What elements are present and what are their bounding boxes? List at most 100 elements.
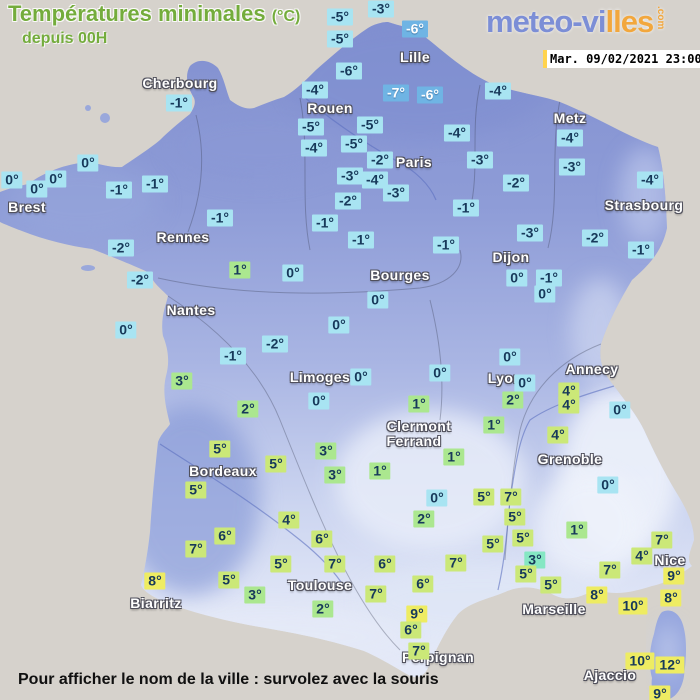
temp-label[interactable]: -4° [361, 171, 389, 189]
temp-label[interactable]: 0° [429, 364, 451, 382]
temp-label[interactable]: -3° [516, 224, 544, 242]
temp-label[interactable]: 0° [367, 291, 389, 309]
temp-label[interactable]: -4° [301, 81, 329, 99]
temp-label[interactable]: 5° [218, 571, 240, 589]
temp-label[interactable]: 0° [597, 476, 619, 494]
temp-label[interactable]: 10° [625, 652, 655, 670]
temp-label[interactable]: 3° [171, 372, 193, 390]
temp-label[interactable]: 5° [265, 455, 287, 473]
temp-label[interactable]: -2° [261, 335, 289, 353]
temp-label[interactable]: 0° [282, 264, 304, 282]
temp-label[interactable]: 8° [660, 589, 682, 607]
temp-label[interactable]: 4° [558, 396, 580, 414]
temp-label[interactable]: -5° [356, 116, 384, 134]
temp-label[interactable]: -1° [627, 241, 655, 259]
temp-label[interactable]: 0° [350, 368, 372, 386]
temp-label[interactable]: -5° [297, 118, 325, 136]
temp-label[interactable]: -2° [366, 151, 394, 169]
temp-label[interactable]: 1° [369, 462, 391, 480]
temp-label[interactable]: -1° [311, 214, 339, 232]
temp-label[interactable]: 7° [445, 554, 467, 572]
temp-label[interactable]: 6° [412, 575, 434, 593]
temp-label[interactable]: -1° [165, 94, 193, 112]
temp-label[interactable]: -5° [326, 30, 354, 48]
temp-label[interactable]: -4° [636, 171, 664, 189]
temp-label[interactable]: -1° [452, 199, 480, 217]
temp-label[interactable]: 1° [566, 521, 588, 539]
temp-label[interactable]: 1° [443, 448, 465, 466]
temp-label[interactable]: 3° [315, 442, 337, 460]
temp-label[interactable]: 5° [185, 481, 207, 499]
temp-label[interactable]: 0° [45, 170, 67, 188]
temp-label[interactable]: 0° [115, 321, 137, 339]
temp-label[interactable]: 6° [214, 527, 236, 545]
temp-label[interactable]: 5° [512, 529, 534, 547]
temp-label[interactable]: 5° [515, 565, 537, 583]
temp-label[interactable]: -3° [367, 0, 395, 18]
temp-label[interactable]: -1° [347, 231, 375, 249]
temp-label[interactable]: -5° [340, 135, 368, 153]
temp-label[interactable]: 0° [426, 489, 448, 507]
temp-label[interactable]: -3° [382, 184, 410, 202]
temp-label[interactable]: 0° [514, 374, 536, 392]
temp-label[interactable]: 0° [506, 269, 528, 287]
temp-label[interactable]: 12° [655, 656, 685, 674]
temp-label[interactable]: 2° [237, 400, 259, 418]
temp-label[interactable]: 7° [599, 561, 621, 579]
temp-label[interactable]: 7° [408, 642, 430, 660]
temp-label[interactable]: -1° [535, 269, 563, 287]
temp-label[interactable]: 0° [609, 401, 631, 419]
temp-label[interactable]: 5° [209, 440, 231, 458]
meteo-villes-logo[interactable]: meteo-villes .com [486, 4, 666, 40]
temp-label[interactable]: -4° [300, 139, 328, 157]
temp-label[interactable]: 6° [400, 621, 422, 639]
temp-label[interactable]: -2° [581, 229, 609, 247]
temp-label[interactable]: 4° [558, 382, 580, 400]
temp-label[interactable]: 3° [524, 551, 546, 569]
temp-label[interactable]: 0° [534, 285, 556, 303]
temp-label[interactable]: 4° [278, 511, 300, 529]
temp-label[interactable]: 1° [229, 261, 251, 279]
temp-label[interactable]: 0° [499, 348, 521, 366]
temp-label[interactable]: 5° [482, 535, 504, 553]
temp-label[interactable]: -3° [558, 158, 586, 176]
temp-label[interactable]: -2° [334, 192, 362, 210]
temp-label[interactable]: -2° [126, 271, 154, 289]
temp-label[interactable]: -1° [206, 209, 234, 227]
temp-label[interactable]: -6° [401, 20, 429, 38]
temp-label[interactable]: 8° [144, 572, 166, 590]
temp-label[interactable]: -4° [556, 129, 584, 147]
temp-label[interactable]: 5° [504, 508, 526, 526]
temp-label[interactable]: 7° [324, 555, 346, 573]
temp-label[interactable]: 0° [77, 154, 99, 172]
temp-label[interactable]: 3° [244, 586, 266, 604]
temp-label[interactable]: -1° [105, 181, 133, 199]
temp-label[interactable]: -6° [416, 86, 444, 104]
temp-label[interactable]: -2° [107, 239, 135, 257]
temp-label[interactable]: 5° [473, 488, 495, 506]
temp-label[interactable]: 3° [324, 466, 346, 484]
temp-label[interactable]: 7° [500, 488, 522, 506]
temp-label[interactable]: 0° [328, 316, 350, 334]
temp-label[interactable]: 0° [1, 171, 23, 189]
temp-label[interactable]: 10° [618, 597, 648, 615]
temp-label[interactable]: 6° [374, 555, 396, 573]
temp-label[interactable]: 5° [540, 576, 562, 594]
temp-label[interactable]: -6° [335, 62, 363, 80]
temp-label[interactable]: -7° [382, 84, 410, 102]
temp-label[interactable]: 9° [406, 605, 428, 623]
temp-label[interactable]: -5° [326, 8, 354, 26]
temp-label[interactable]: 2° [312, 600, 334, 618]
temp-label[interactable]: 0° [26, 180, 48, 198]
temp-label[interactable]: 2° [413, 510, 435, 528]
temp-label[interactable]: 0° [308, 392, 330, 410]
temp-label[interactable]: -1° [219, 347, 247, 365]
temp-label[interactable]: -1° [432, 236, 460, 254]
temp-label[interactable]: 1° [408, 395, 430, 413]
temp-label[interactable]: 6° [311, 530, 333, 548]
temp-label[interactable]: -2° [502, 174, 530, 192]
temp-label[interactable]: 9° [663, 567, 685, 585]
temp-label[interactable]: -3° [336, 167, 364, 185]
temp-label[interactable]: 7° [365, 585, 387, 603]
temp-label[interactable]: 9° [649, 685, 671, 700]
